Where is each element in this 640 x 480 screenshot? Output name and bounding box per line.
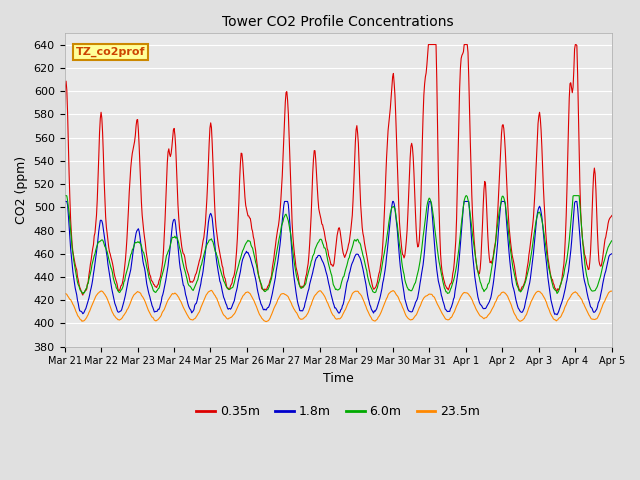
X-axis label: Time: Time (323, 372, 353, 385)
Y-axis label: CO2 (ppm): CO2 (ppm) (15, 156, 28, 224)
Text: TZ_co2prof: TZ_co2prof (76, 47, 145, 57)
Legend: 0.35m, 1.8m, 6.0m, 23.5m: 0.35m, 1.8m, 6.0m, 23.5m (191, 400, 485, 423)
Title: Tower CO2 Profile Concentrations: Tower CO2 Profile Concentrations (222, 15, 454, 29)
